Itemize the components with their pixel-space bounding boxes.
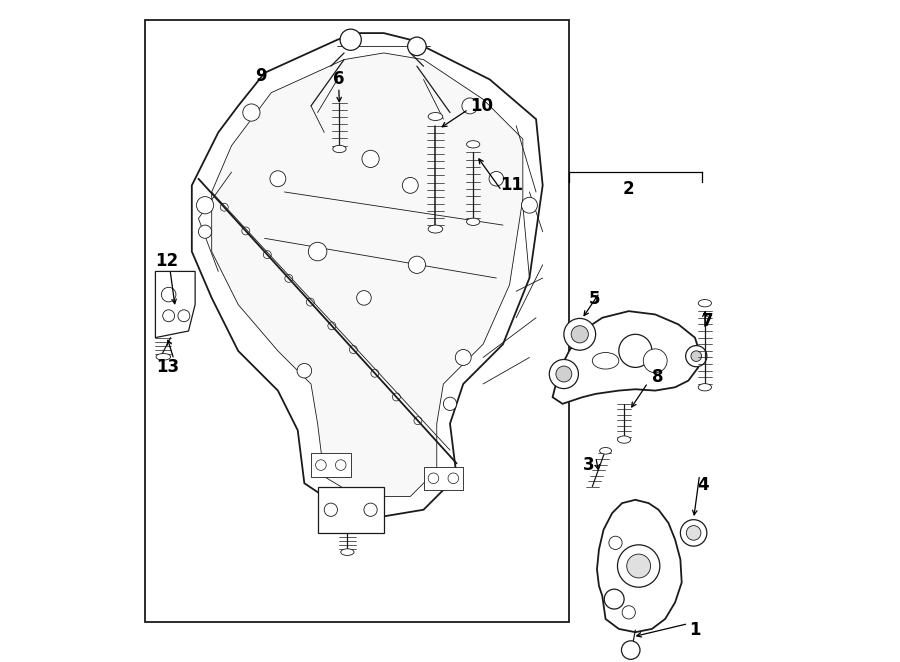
Circle shape [316, 459, 326, 470]
Ellipse shape [466, 141, 480, 148]
Polygon shape [424, 467, 464, 490]
Circle shape [364, 503, 377, 516]
Circle shape [324, 503, 338, 516]
Polygon shape [318, 487, 383, 533]
Circle shape [448, 473, 459, 483]
Text: 1: 1 [689, 621, 701, 639]
Polygon shape [192, 33, 543, 516]
Circle shape [556, 366, 572, 382]
Circle shape [297, 363, 311, 378]
Ellipse shape [428, 113, 443, 120]
Circle shape [178, 310, 190, 322]
Circle shape [163, 310, 175, 322]
Circle shape [609, 536, 622, 549]
Circle shape [455, 350, 472, 365]
Circle shape [198, 225, 212, 238]
Text: 13: 13 [156, 358, 179, 377]
Circle shape [622, 606, 635, 619]
Circle shape [362, 150, 379, 167]
Circle shape [619, 334, 652, 367]
Circle shape [270, 171, 286, 187]
Ellipse shape [698, 299, 712, 307]
Ellipse shape [428, 225, 443, 233]
Circle shape [356, 291, 371, 305]
Circle shape [691, 351, 702, 361]
Text: 11: 11 [500, 176, 523, 195]
Circle shape [622, 641, 640, 659]
Circle shape [617, 545, 660, 587]
Circle shape [402, 177, 418, 193]
Circle shape [604, 589, 624, 609]
Circle shape [409, 256, 426, 273]
Circle shape [309, 242, 327, 261]
Circle shape [408, 37, 427, 56]
Text: 9: 9 [256, 67, 267, 85]
Circle shape [680, 520, 706, 546]
Circle shape [564, 318, 596, 350]
Text: 8: 8 [652, 368, 663, 387]
Ellipse shape [698, 384, 712, 391]
Circle shape [686, 346, 706, 367]
Circle shape [243, 104, 260, 121]
Circle shape [489, 171, 504, 186]
Ellipse shape [466, 218, 480, 226]
Circle shape [644, 349, 667, 373]
Circle shape [428, 473, 438, 483]
Text: 5: 5 [589, 290, 600, 308]
Text: 2: 2 [623, 179, 634, 198]
Polygon shape [156, 271, 195, 338]
Ellipse shape [599, 448, 611, 454]
Text: 10: 10 [471, 97, 493, 115]
Circle shape [336, 459, 346, 470]
Circle shape [444, 397, 456, 410]
Circle shape [340, 29, 361, 50]
Circle shape [521, 197, 537, 213]
Text: 3: 3 [583, 455, 595, 474]
Circle shape [161, 287, 176, 302]
Ellipse shape [156, 354, 171, 360]
Ellipse shape [341, 549, 354, 555]
Text: 7: 7 [702, 312, 714, 330]
Circle shape [626, 554, 651, 578]
Text: 4: 4 [698, 475, 708, 494]
Polygon shape [597, 500, 681, 632]
Circle shape [687, 526, 701, 540]
Circle shape [196, 197, 213, 214]
Ellipse shape [592, 353, 619, 369]
Ellipse shape [617, 436, 631, 444]
Circle shape [572, 326, 589, 343]
Circle shape [462, 98, 478, 114]
Polygon shape [553, 311, 700, 404]
Circle shape [549, 359, 579, 389]
Polygon shape [212, 53, 523, 496]
Text: 12: 12 [155, 252, 178, 271]
Ellipse shape [333, 146, 346, 153]
Text: 6: 6 [333, 70, 345, 89]
Polygon shape [311, 453, 351, 477]
